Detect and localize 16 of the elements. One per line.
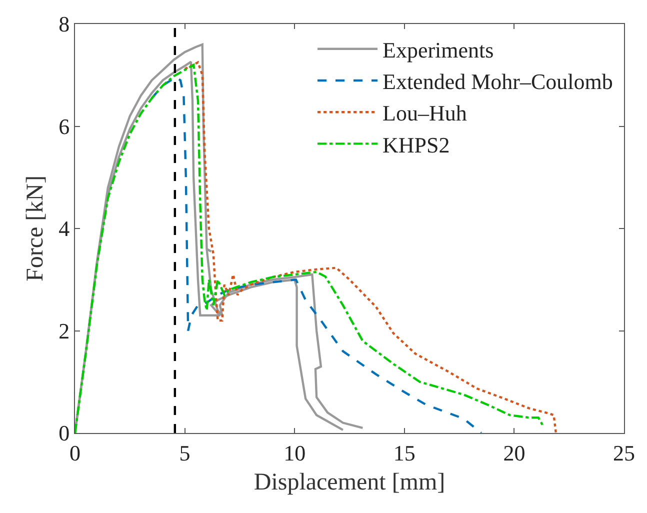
y-tick-label: 4 xyxy=(58,216,70,242)
x-tick-label: 5 xyxy=(179,440,190,466)
legend-label: KHPS2 xyxy=(382,132,450,158)
y-tick-label: 6 xyxy=(58,114,70,139)
x-tick-label: 10 xyxy=(284,440,306,466)
y-axis-title: Force [kN] xyxy=(22,176,49,282)
x-axis-title: Displacement [mm] xyxy=(254,470,446,496)
legend-label: Extended Mohr–Coulomb xyxy=(382,69,613,94)
legend-label: Lou–Huh xyxy=(382,100,467,126)
x-tick-label: 25 xyxy=(613,440,635,466)
x-tick-label: 20 xyxy=(503,440,526,466)
legend-label: Experiments xyxy=(382,37,494,62)
y-tick-label: 8 xyxy=(58,12,70,37)
y-tick-label: 2 xyxy=(58,318,70,344)
y-tick-label: 0 xyxy=(58,420,70,446)
x-tick-label: 15 xyxy=(393,440,416,466)
